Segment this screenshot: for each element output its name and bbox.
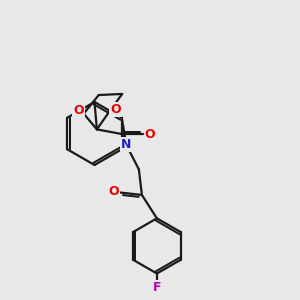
- Text: N: N: [121, 138, 131, 151]
- Text: O: O: [108, 185, 119, 198]
- Text: F: F: [153, 281, 161, 294]
- Text: O: O: [145, 128, 155, 141]
- Text: O: O: [73, 104, 84, 117]
- Text: O: O: [110, 103, 121, 116]
